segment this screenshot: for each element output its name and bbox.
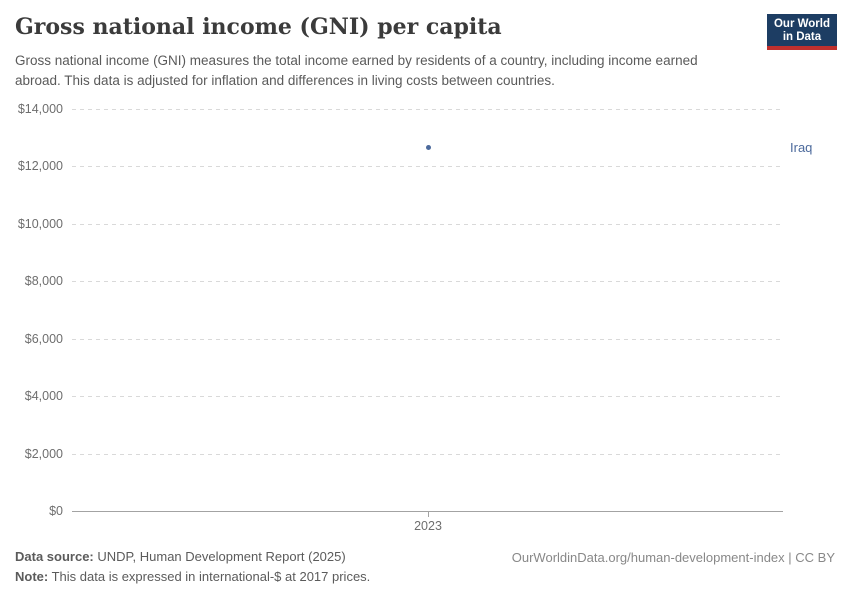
gridline	[72, 223, 783, 225]
note-label: Note:	[15, 569, 49, 584]
y-axis-tick-label: $12,000	[17, 159, 63, 174]
y-axis-tick-label: $6,000	[24, 331, 63, 346]
footer-left: Data source: UNDP, Human Development Rep…	[15, 547, 370, 587]
page-title: Gross national income (GNI) per capita	[15, 14, 502, 40]
footer-citation-link[interactable]: OurWorldinData.org/human-development-ind…	[511, 550, 835, 565]
entity-label-iraq[interactable]: Iraq	[790, 139, 813, 155]
owid-logo-line1: Our World	[773, 18, 830, 30]
owid-logo[interactable]: Our World in Data	[766, 14, 837, 50]
gridline	[72, 281, 783, 283]
note-text: This data is expressed in international-…	[51, 569, 371, 584]
y-axis-tick-label: $4,000	[24, 389, 63, 404]
gridline	[72, 338, 783, 340]
y-axis-tick-label: $8,000	[24, 274, 63, 289]
data-source-line: Data source: UNDP, Human Development Rep…	[15, 547, 370, 567]
gridline	[72, 109, 783, 110]
y-axis-tick-label: $2,000	[24, 446, 63, 461]
data-source-label: Data source:	[15, 549, 94, 564]
data-source-text: UNDP, Human Development Report (2025)	[97, 549, 346, 564]
x-axis-tick-label: 2023	[414, 519, 442, 533]
y-axis-tick-label: $0	[49, 504, 63, 518]
gridline	[72, 396, 783, 398]
y-axis-tick-label: $14,000	[17, 102, 63, 116]
owid-logo-line2: in Data	[782, 31, 822, 43]
gridline	[72, 453, 783, 455]
y-axis-tick-label: $10,000	[17, 216, 63, 231]
note-line: Note: This data is expressed in internat…	[15, 567, 370, 587]
x-axis-line	[72, 511, 783, 512]
chart-subtitle: Gross national income (GNI) measures the…	[15, 53, 698, 88]
data-point-iraq[interactable]	[425, 145, 431, 151]
x-axis-tick-mark	[428, 512, 429, 517]
gridline	[72, 166, 783, 168]
